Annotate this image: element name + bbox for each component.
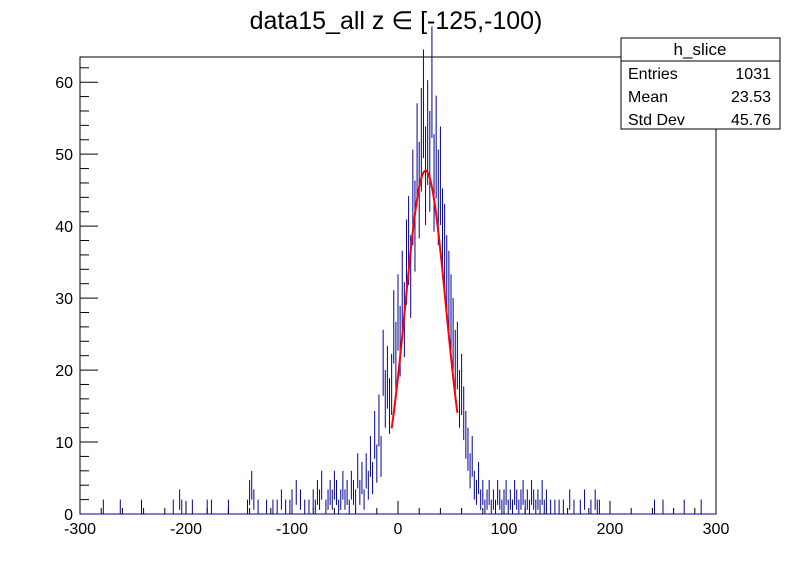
stats-stddev-value: 45.76: [731, 112, 771, 129]
x-tick-label: 100: [491, 521, 518, 538]
stats-mean-label: Mean: [628, 89, 668, 106]
x-tick-label: -300: [64, 521, 96, 538]
y-tick-label: 20: [55, 363, 73, 380]
x-tick-label: 300: [703, 521, 730, 538]
x-tick-label: -100: [276, 521, 308, 538]
stats-stddev-label: Std Dev: [628, 112, 685, 129]
chart-title: data15_all z ∈ [-125,-100): [250, 7, 543, 35]
y-tick-label: 10: [55, 435, 73, 452]
stats-box-frame: [620, 37, 781, 130]
y-tick-label: 50: [55, 147, 73, 164]
y-axis: 0 10 20 30 40 50 60: [55, 67, 98, 524]
x-tick-label: 200: [597, 521, 624, 538]
gaussian-fit: [390, 169, 459, 429]
y-tick-label: 0: [64, 507, 73, 524]
stats-mean-value: 23.53: [731, 89, 771, 106]
stats-box-title: h_slice: [674, 40, 727, 59]
y-tick-label: 40: [55, 219, 73, 236]
stats-entries-label: Entries: [628, 66, 678, 83]
stats-box: h_slice Entries 1031 Mean 23.53 Std Dev …: [620, 37, 781, 130]
x-tick-label: 0: [394, 521, 403, 538]
y-tick-label: 60: [55, 75, 73, 92]
x-tick-label: -200: [170, 521, 202, 538]
y-tick-label: 30: [55, 291, 73, 308]
x-axis: -300 -200 -100 0 100 200 300: [64, 501, 729, 538]
stats-entries-value: 1031: [735, 66, 771, 83]
histogram-error-bars: [102, 26, 702, 514]
fit-curve: [390, 169, 459, 429]
